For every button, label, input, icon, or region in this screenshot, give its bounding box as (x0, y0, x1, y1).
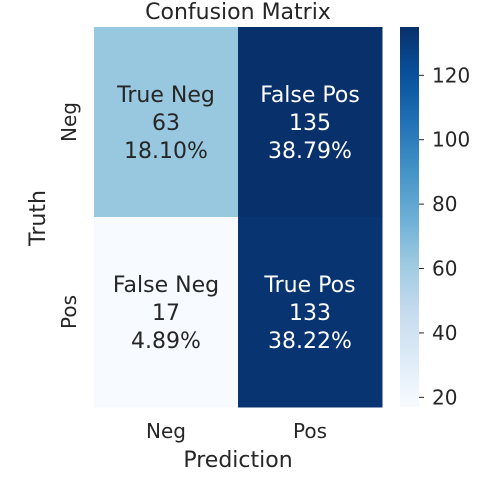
colorbar-tick-label: 40 (432, 321, 457, 345)
cell-label: False Neg (113, 273, 219, 298)
cell-label: True Pos (263, 273, 355, 298)
cell-label: True Neg (116, 83, 215, 108)
cell-count: 17 (152, 301, 180, 326)
colorbar (400, 27, 419, 407)
colorbar-tick-label: 60 (432, 257, 457, 281)
cell-percentage: 38.22% (268, 329, 352, 354)
cell-label: False Pos (260, 83, 360, 108)
y-tick-label: Pos (57, 295, 81, 329)
cell-count: 133 (289, 301, 331, 326)
colorbar-tick-label: 20 (432, 385, 457, 409)
cell-count: 63 (152, 111, 180, 136)
colorbar-tick-label: 80 (432, 192, 457, 216)
chart-title: Confusion Matrix (145, 0, 331, 25)
cell-percentage: 18.10% (124, 139, 208, 164)
colorbar-ticks: 20 40 60 80 100 120 (419, 63, 470, 409)
x-tick-labels: Neg Pos (146, 419, 327, 443)
x-tick-label: Pos (293, 419, 327, 443)
x-tick-label: Neg (146, 419, 186, 443)
y-tick-labels: Neg Pos (57, 102, 81, 329)
cell-percentage: 38.79% (268, 139, 352, 164)
y-axis-label: Truth (26, 190, 51, 247)
colorbar-tick-label: 100 (432, 128, 470, 152)
colorbar-tick-label: 120 (432, 63, 470, 87)
cell-count: 135 (289, 111, 331, 136)
x-axis-label: Prediction (183, 448, 292, 473)
y-tick-label: Neg (57, 102, 81, 142)
cell-percentage: 4.89% (131, 329, 201, 354)
